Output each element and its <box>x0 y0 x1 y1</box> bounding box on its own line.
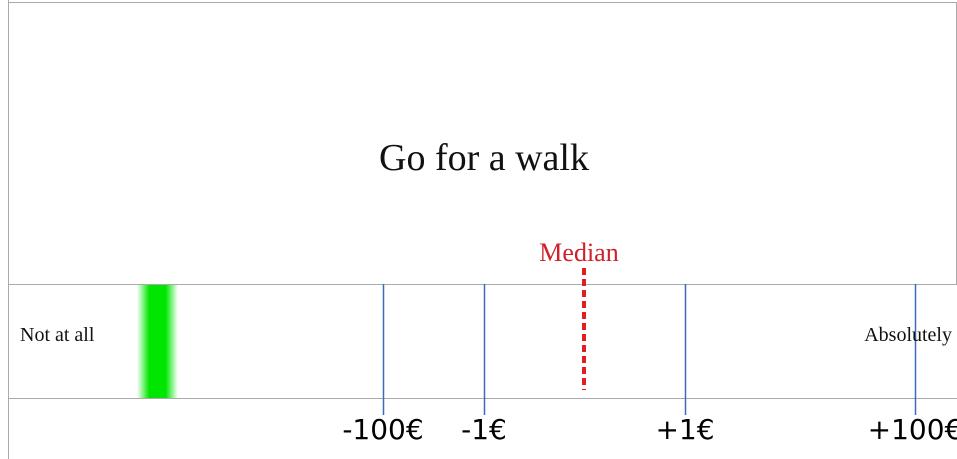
tick-label: -100€ <box>342 413 424 446</box>
tick-label: +1€ <box>655 413 715 446</box>
tick-label: +100€ <box>867 413 957 446</box>
left-label: Not at all <box>20 324 95 346</box>
selected-marker[interactable] <box>137 285 178 398</box>
tick-label: -1€ <box>461 413 507 446</box>
median-label: Median <box>539 238 619 267</box>
right-label: Absolutely <box>864 324 952 346</box>
question-title: Go for a walk <box>379 137 589 179</box>
